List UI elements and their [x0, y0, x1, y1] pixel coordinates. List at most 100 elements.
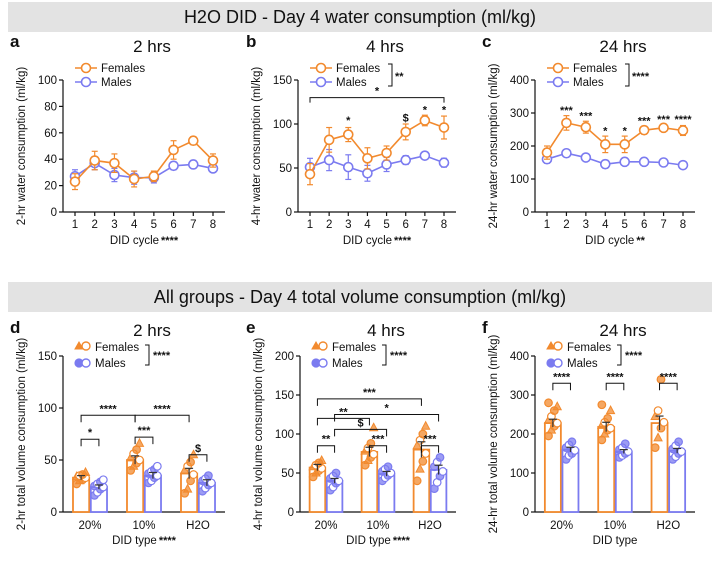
x-tick-label: 8: [441, 219, 447, 231]
significance-label: $: [195, 443, 201, 455]
panel-title: 24 hrs: [599, 321, 646, 340]
x-tick-label: 2: [326, 219, 332, 231]
data-point-females: [541, 147, 553, 158]
x-tick-label: 1: [544, 219, 550, 231]
legend-significance: ****: [625, 350, 643, 362]
legend-entry-males: Males: [567, 358, 598, 370]
data-point-males: [206, 478, 216, 488]
significance-label: ****: [100, 403, 118, 415]
significance-label: *: [603, 125, 608, 137]
significance-label: ****: [606, 371, 624, 383]
x-tick-label: H2O: [418, 520, 442, 532]
panel-title: 24 hrs: [599, 37, 646, 56]
data-point-females: [186, 457, 195, 467]
y-tick-label: 50: [44, 455, 57, 467]
data-point-males: [619, 156, 631, 168]
data-point-females: [412, 440, 422, 450]
significance-bracket: [188, 454, 208, 462]
x-tick-label: 1: [307, 219, 313, 231]
y-tick-label: 0: [288, 507, 294, 519]
significance-label: ***: [424, 434, 438, 446]
legend-significance: **: [395, 71, 404, 83]
data-point-males: [168, 160, 179, 172]
significance-label: *: [88, 427, 93, 439]
data-point-females: [342, 129, 354, 140]
panel-title: 4 hrs: [367, 321, 405, 340]
x-tick-label: 7: [660, 219, 666, 231]
legend-bracket: [388, 63, 393, 87]
legend-significance: ****: [632, 71, 650, 83]
legend-entry-males: Males: [95, 358, 126, 370]
data-point-females: [658, 122, 669, 134]
significance-bracket: [420, 445, 440, 453]
significance-label: ***: [372, 434, 386, 446]
panel-label: f: [482, 318, 488, 337]
data-point-females: [544, 398, 553, 408]
x-tick-label: 20%: [78, 520, 101, 532]
data-point-females: [148, 171, 160, 182]
x-axis-significance: ****: [394, 235, 412, 247]
data-point-males: [599, 158, 611, 170]
x-axis-significance: ****: [159, 535, 177, 547]
x-axis-label: DID type ****: [346, 535, 411, 547]
legend-entry-females: Females: [95, 342, 139, 354]
significance-label: *: [442, 104, 447, 116]
y-tick-label: 0: [286, 207, 292, 219]
legend-marker: [80, 62, 92, 74]
legend-circle-marker: [81, 341, 91, 351]
panel-label: e: [246, 318, 255, 337]
data-point-females: [109, 157, 120, 169]
data-point-males: [383, 462, 393, 472]
data-point-males: [674, 437, 683, 447]
chart-panel-f: 0 100 200 300 400 24-hr total volume consumpt…: [482, 318, 695, 547]
significance-label: ****: [154, 403, 172, 415]
y-tick-label: 400: [510, 351, 529, 363]
significance-label: ***: [138, 425, 152, 437]
panel-label: b: [246, 32, 256, 51]
data-point-females: [189, 470, 198, 479]
data-point-females: [420, 420, 431, 430]
significance-label: ****: [674, 114, 692, 126]
data-point-females: [619, 139, 631, 150]
chart-panel-a: 0 20 40 60 80 100 2-hr water consumption (ml/k…: [10, 32, 225, 247]
legend-circle-marker: [318, 341, 328, 351]
y-tick-label: 150: [273, 75, 292, 87]
significance-bracket: [80, 414, 136, 423]
x-tick-label: 10%: [366, 520, 389, 532]
x-tick-label: 7: [190, 219, 196, 231]
significance-label: **: [322, 434, 331, 446]
x-tick-label: 3: [583, 219, 589, 231]
data-point-females: [412, 476, 422, 486]
data-point-females: [418, 429, 428, 439]
legend-entry-males: Males: [101, 77, 132, 89]
x-tick-label: 6: [170, 219, 176, 231]
x-axis-significance: ****: [393, 535, 411, 547]
significance-label: *: [423, 104, 428, 116]
data-point-females: [580, 121, 592, 133]
y-tick-label: 0: [523, 207, 529, 219]
legend-entry-males: Males: [336, 77, 367, 89]
legend-entry-females: Females: [567, 342, 611, 354]
y-tick-label: 150: [38, 351, 57, 363]
data-point-males: [580, 152, 592, 163]
x-axis-label: DID type: [593, 535, 638, 547]
data-point-females: [128, 173, 140, 185]
significance-label: *: [346, 115, 351, 127]
significance-label: *: [375, 86, 380, 98]
x-tick-label: 2: [92, 219, 98, 231]
y-tick-label: 200: [275, 351, 294, 363]
significance-label: ***: [579, 111, 593, 123]
y-axis-label: 2-hr water consumption (ml/kg): [16, 67, 28, 226]
data-point-females: [182, 483, 193, 493]
significance-bracket: [316, 445, 336, 453]
legend-triangle-marker: [74, 340, 84, 350]
data-point-females: [168, 144, 179, 156]
data-point-females: [419, 115, 431, 126]
y-tick-label: 300: [510, 108, 529, 120]
x-axis-significance: ****: [161, 235, 179, 247]
data-point-females: [561, 117, 572, 129]
y-tick-label: 200: [510, 141, 529, 153]
data-point-females: [653, 406, 663, 416]
data-point-females: [659, 417, 669, 427]
data-point-females: [304, 168, 316, 180]
